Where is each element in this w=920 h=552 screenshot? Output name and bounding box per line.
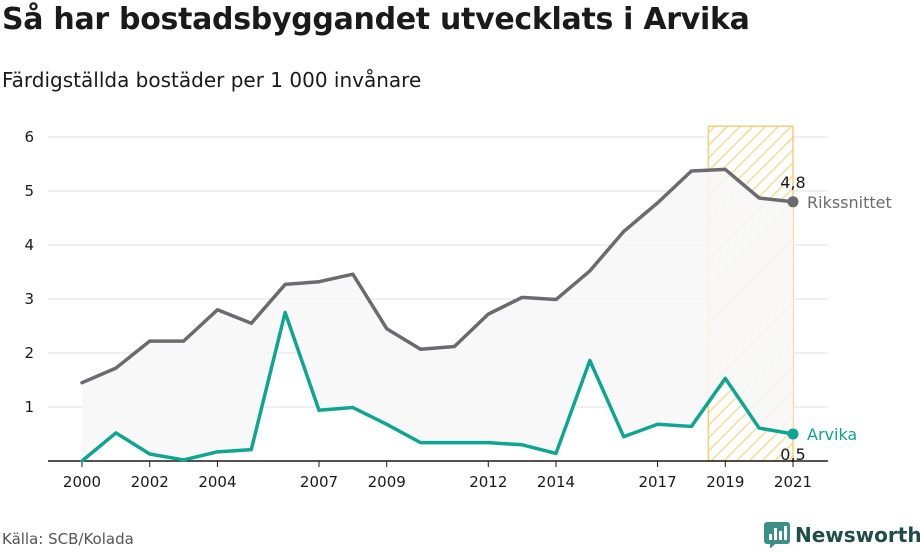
chart-title: Så har bostadsbyggandet utvecklats i Arv… [2, 2, 750, 37]
y-tick-label: 4 [24, 236, 34, 254]
y-tick-label: 3 [24, 290, 34, 308]
y-tick-label: 1 [24, 398, 34, 416]
y-tick-label: 2 [24, 344, 34, 362]
value-label-rikssnittet: 4,8 [780, 173, 805, 192]
brand-name: Newsworthy [795, 523, 920, 547]
series-label-arvika: Arvika [807, 425, 857, 444]
source-note: Källa: SCB/Kolada [2, 530, 134, 548]
y-tick-label: 6 [24, 128, 34, 146]
axes: 2000 2002 2004 2007 2009 2012 2014 2017 2019 2021 [48, 460, 828, 491]
x-tick-label: 2019 [706, 473, 744, 491]
x-tick-label: 2007 [300, 473, 338, 491]
x-tick-label: 2012 [469, 473, 507, 491]
x-tick-label: 2021 [774, 473, 812, 491]
x-tick-label: 2017 [638, 473, 676, 491]
y-tick-label: 5 [24, 182, 34, 200]
end-point-rikssnittet [787, 196, 799, 208]
end-point-arvika [787, 428, 799, 440]
x-tick-label: 2002 [131, 473, 169, 491]
series-line-rikssnittet [80, 167, 795, 385]
x-tick-label: 2004 [198, 473, 236, 491]
area-between-series [82, 169, 793, 461]
riket-area [82, 169, 793, 461]
x-tick-label: 2000 [63, 473, 101, 491]
chart-subtitle: Färdigställda bostäder per 1 000 invånar… [2, 68, 422, 92]
brand-logo: Newsworthy [764, 520, 920, 550]
x-tick-label: 2009 [368, 473, 406, 491]
series-label-rikssnittet: Rikssnittet [807, 193, 892, 212]
series-line-arvika [80, 310, 795, 463]
x-tick-label: 2014 [537, 473, 575, 491]
newsworthy-logo-icon [764, 522, 790, 548]
series-lines [80, 167, 795, 463]
value-label-arvika: 0,5 [780, 445, 805, 464]
